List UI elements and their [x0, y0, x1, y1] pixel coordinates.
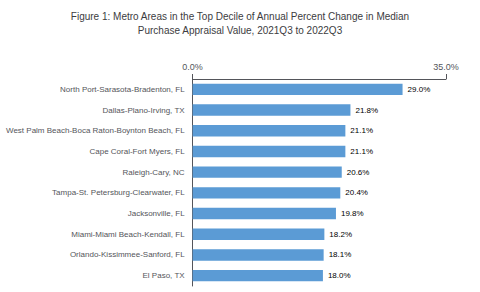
svg-text:18.2%: 18.2%: [329, 230, 352, 239]
svg-text:35.0%: 35.0%: [433, 62, 459, 72]
svg-text:West Palm Beach-Boca Raton-Boy: West Palm Beach-Boca Raton-Boynton Beach…: [6, 126, 185, 135]
svg-text:Jacksonville, FL: Jacksonville, FL: [128, 209, 185, 218]
svg-text:Raleigh-Cary, NC: Raleigh-Cary, NC: [123, 168, 185, 177]
svg-text:21.1%: 21.1%: [350, 126, 373, 135]
svg-text:Dallas-Plano-Irving, TX: Dallas-Plano-Irving, TX: [103, 106, 186, 115]
svg-text:18.0%: 18.0%: [328, 271, 351, 280]
svg-text:20.6%: 20.6%: [347, 168, 370, 177]
svg-text:North Port-Sarasota-Bradenton,: North Port-Sarasota-Bradenton, FL: [60, 85, 185, 94]
svg-text:Figure 1: Metro Areas in the T: Figure 1: Metro Areas in the Top Decile …: [71, 11, 409, 22]
svg-text:18.1%: 18.1%: [329, 250, 352, 259]
svg-text:29.0%: 29.0%: [408, 85, 431, 94]
svg-text:Tampa-St. Petersburg-Clearwate: Tampa-St. Petersburg-Clearwater, FL: [52, 188, 185, 197]
svg-text:21.1%: 21.1%: [350, 147, 373, 156]
svg-text:Cape Coral-Fort Myers, FL: Cape Coral-Fort Myers, FL: [89, 147, 185, 156]
svg-text:21.8%: 21.8%: [355, 106, 378, 115]
svg-text:0.0%: 0.0%: [182, 62, 203, 72]
svg-text:20.4%: 20.4%: [345, 188, 368, 197]
svg-text:Miami-Miami Beach-Kendall, FL: Miami-Miami Beach-Kendall, FL: [71, 230, 185, 239]
svg-text:El Paso, TX: El Paso, TX: [143, 271, 186, 280]
svg-text:19.8%: 19.8%: [341, 209, 364, 218]
svg-text:Purchase Appraisal Value, 2021: Purchase Appraisal Value, 2021Q3 to 2022…: [138, 25, 343, 36]
svg-text:Orlando-Kissimmee-Sanford, FL: Orlando-Kissimmee-Sanford, FL: [70, 250, 185, 259]
